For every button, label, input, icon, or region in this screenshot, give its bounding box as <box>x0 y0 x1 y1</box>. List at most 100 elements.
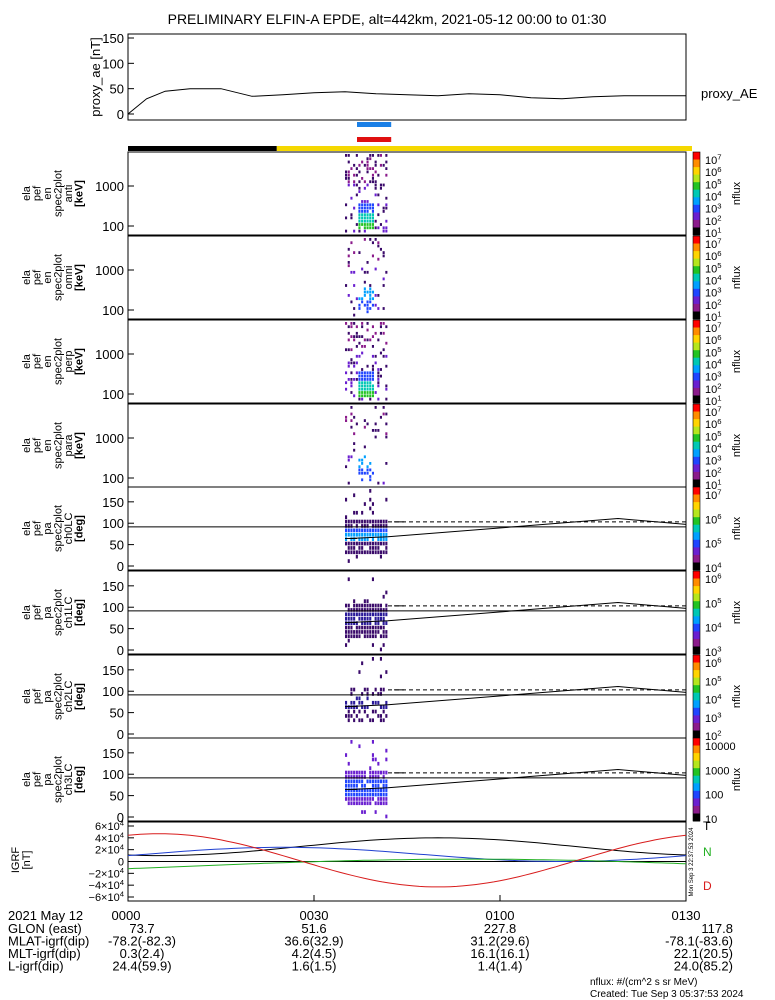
spectrogram-pixel <box>371 770 374 775</box>
annotation-row-value: 0.3(2.4) <box>120 946 165 961</box>
spectrogram-pixel <box>369 384 372 388</box>
spectrogram-pixel <box>361 391 364 394</box>
spectrogram-pixel <box>379 608 382 612</box>
spectrogram-pixel <box>363 783 366 788</box>
spectrogram-pixel <box>371 167 374 170</box>
color-bar: 10000 1000 100 10 nflux <box>692 737 743 826</box>
spectrogram-pixel <box>366 157 369 161</box>
spectrogram-pixel <box>350 770 353 775</box>
panel-ylabel-line: pa <box>42 773 54 786</box>
panel-ytick-label: 150 <box>102 495 124 510</box>
color-bar-segment <box>693 502 700 511</box>
spectrogram-pixel <box>358 550 361 555</box>
spectrogram-pixel <box>350 455 353 459</box>
time-tick-label: 0030 <box>300 908 329 923</box>
spectrogram-pixel <box>379 351 382 355</box>
spectrogram-pixel <box>350 630 353 634</box>
spectrogram-pixel <box>377 761 380 766</box>
spectrogram-pixel <box>374 219 377 223</box>
spectrogram-pixel <box>353 229 356 233</box>
spectrogram-pixel <box>371 290 374 294</box>
spectrogram-pixel <box>377 294 380 297</box>
color-bar-tick-label: 106 <box>705 249 722 263</box>
spectrogram-pixel <box>366 270 369 274</box>
spectrogram-pixel <box>371 718 374 723</box>
spectrogram-pixel <box>385 354 388 358</box>
color-bar-tick-label: 107 <box>705 321 722 335</box>
spectrogram-pixel <box>382 229 385 233</box>
spectrogram-pixel <box>361 788 364 792</box>
spectrogram-pixel <box>347 261 350 264</box>
spectrogram-pixel <box>371 394 374 398</box>
spectrogram-pixel <box>377 700 380 705</box>
color-bar-segment <box>693 167 700 176</box>
spectrogram-pixel <box>371 325 374 329</box>
spectrogram-pixel <box>371 429 374 432</box>
spectrogram-pixel <box>379 537 382 541</box>
spectrogram-pixel <box>353 801 356 806</box>
spectrogram-pixel <box>377 368 380 371</box>
panel-ylabel-line: pef <box>32 688 44 704</box>
spectrogram-pixel <box>366 216 369 220</box>
spectrogram-pixel <box>369 550 372 555</box>
color-bar-frame <box>692 570 701 655</box>
spectrogram-pixel <box>374 612 377 617</box>
annotation-row-value: 73.7 <box>129 921 154 936</box>
spectrogram-pixel <box>366 300 369 304</box>
panel-ylabel-line: ela <box>21 353 33 369</box>
spectrogram-pixel <box>371 532 374 537</box>
spectrogram-pixel <box>374 294 377 297</box>
spectrogram-pixel <box>379 186 382 190</box>
spectrogram-pixel <box>382 792 385 797</box>
spectrogram-pixel <box>353 621 356 625</box>
spectrogram-pixel <box>366 471 369 475</box>
spectrogram-pixel <box>382 412 385 416</box>
spectrogram-pixel <box>361 783 364 788</box>
spectrogram-pixel <box>366 422 369 426</box>
spectrogram-pixel <box>385 792 388 797</box>
spectrogram-pixel <box>361 770 364 775</box>
spectrogram-pixel <box>379 163 382 167</box>
spectrogram-pixel <box>366 696 369 701</box>
spectrogram-pixel <box>347 264 350 268</box>
spectrogram-pixel <box>363 797 366 801</box>
spectrogram-pixel <box>377 381 380 385</box>
annotation-row-value: -78.2(-82.3) <box>108 934 176 949</box>
color-bar-segment <box>693 700 700 709</box>
color-bar-segment <box>693 212 700 221</box>
spectrogram-pixel <box>371 797 374 801</box>
spectrogram-pixel <box>371 608 374 612</box>
spectrogram-pixel <box>382 788 385 792</box>
spectrogram-pixel <box>385 714 388 718</box>
spectrogram-pixel <box>369 788 372 792</box>
color-bar-segment <box>693 479 700 488</box>
spectrogram-pixel <box>382 718 385 723</box>
spectrogram-pixel <box>371 368 374 371</box>
spectrogram-pixel <box>363 612 366 617</box>
spectrogram-pixel <box>366 792 369 797</box>
color-bar-tick-label: 104 <box>705 561 722 575</box>
spectrogram-pixel <box>358 226 361 230</box>
color-bar-segment <box>693 227 700 236</box>
spectrogram-pixel <box>350 541 353 546</box>
color-bar-tick-label: 101 <box>705 226 722 240</box>
spectrogram-pixel <box>361 524 364 528</box>
spectrogram-pixel <box>369 391 372 394</box>
spectrogram-pixel <box>361 532 364 537</box>
spectrogram-pixel <box>353 792 356 797</box>
color-bar-frame <box>692 151 701 236</box>
color-bar-label: nflux <box>731 684 743 708</box>
spectrogram-pixel <box>371 541 374 546</box>
spectrogram-pixel <box>371 387 374 391</box>
spectrogram-pixel <box>371 364 374 368</box>
panel-ylabel-line: ela <box>21 688 33 704</box>
spectrogram-pixel <box>377 528 380 533</box>
igrf-component-label: T <box>703 819 711 833</box>
spectrogram-pixel <box>377 630 380 634</box>
spectrogram-pixel <box>371 354 374 358</box>
panel-ytick-label: 150 <box>102 746 124 761</box>
spectrogram-pixel <box>385 154 388 157</box>
spectrogram-pixel <box>377 792 380 797</box>
spectrogram-pixel <box>350 322 353 325</box>
spectrogram-pixel <box>377 770 380 775</box>
